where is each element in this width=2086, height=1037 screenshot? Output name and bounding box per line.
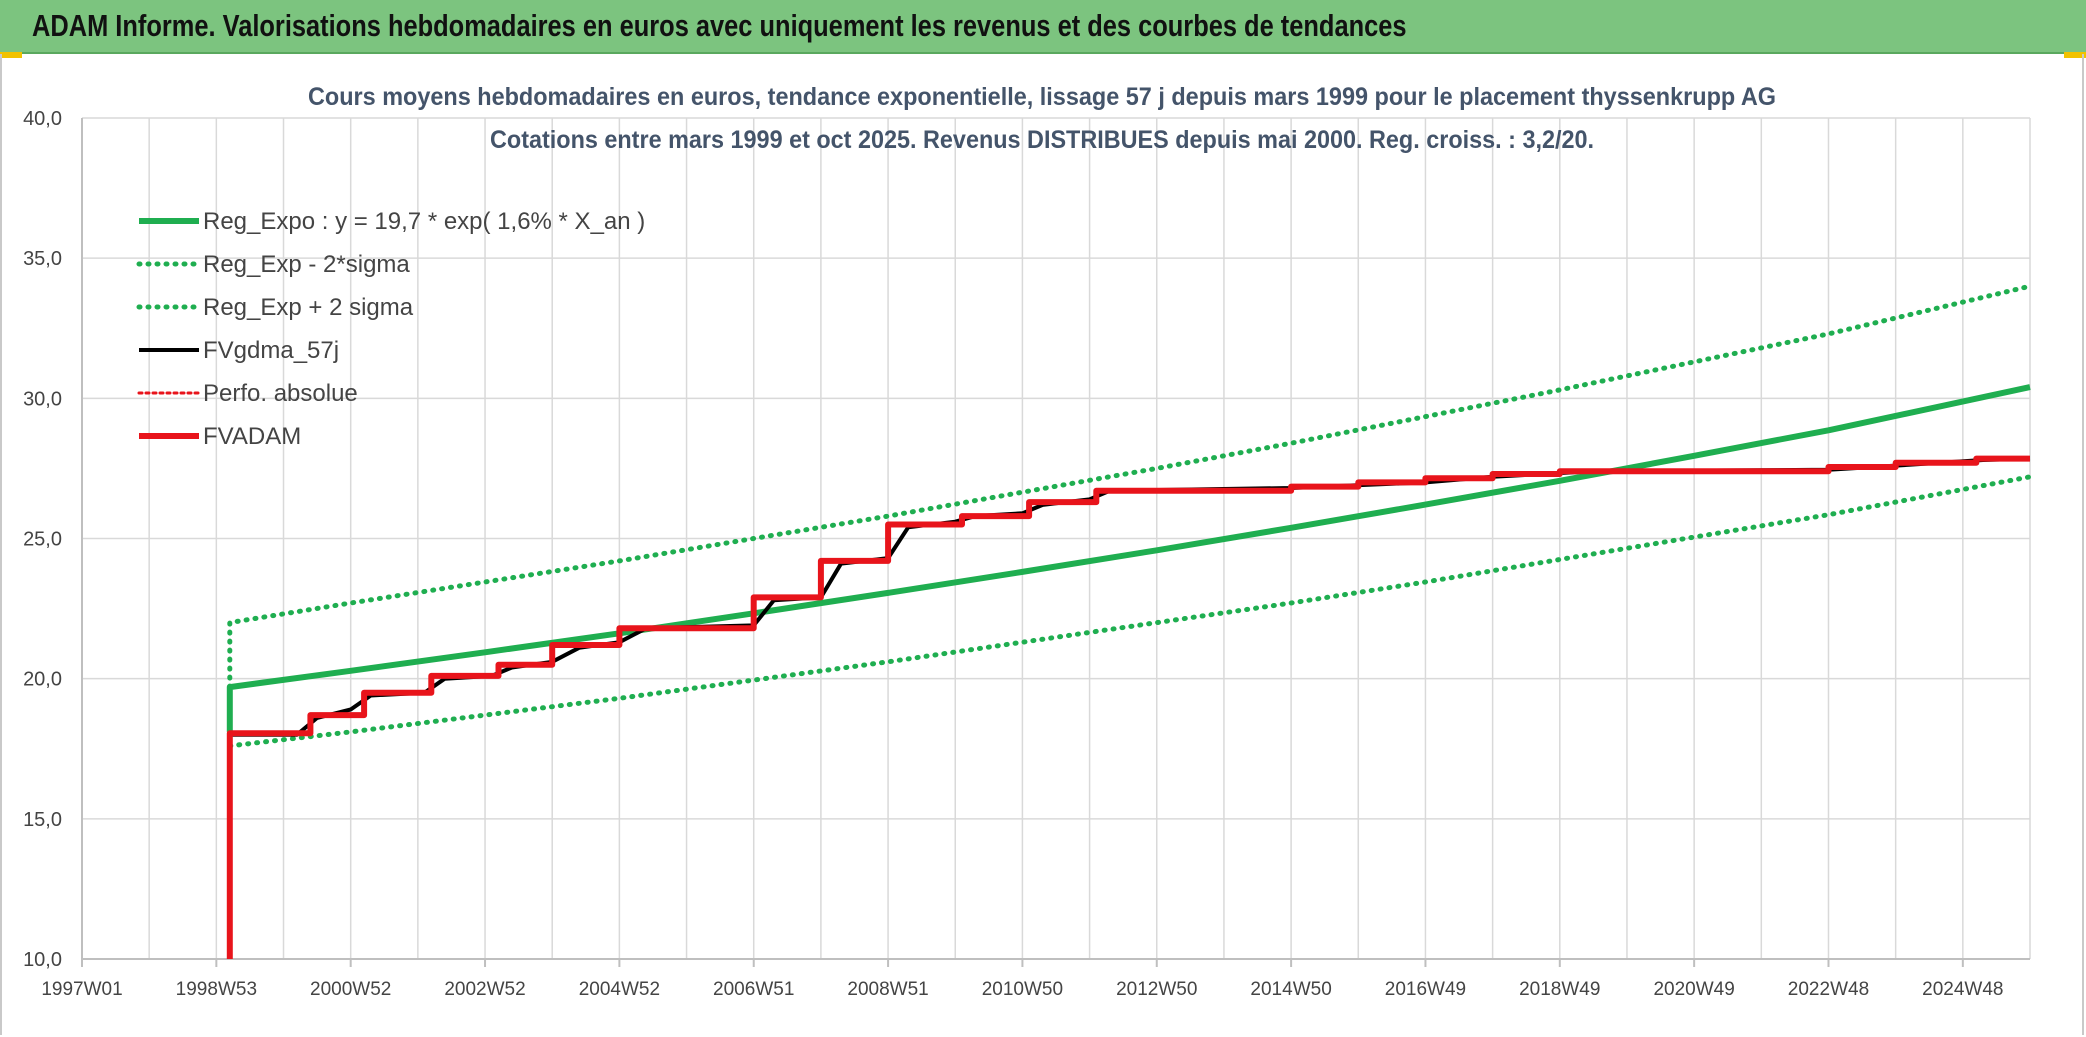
chart-title: Cours moyens hebdomadaires en euros, ten… bbox=[308, 83, 1776, 111]
series-line bbox=[226, 384, 2031, 732]
y-tick-label: 30,0 bbox=[23, 388, 62, 410]
x-tick-label: 2004W52 bbox=[579, 979, 660, 1000]
report-title: ADAM Informe. Valorisations hebdomadaire… bbox=[32, 8, 1407, 43]
x-tick-label: 2022W48 bbox=[1788, 979, 1869, 1000]
y-tick-label: 40,0 bbox=[23, 108, 62, 130]
x-tick-label: 2006W51 bbox=[713, 979, 794, 1000]
legend-label: FVADAM bbox=[203, 423, 301, 450]
x-tick-label: 2014W50 bbox=[1250, 979, 1331, 1000]
x-tick-label: 2016W49 bbox=[1385, 979, 1466, 1000]
x-tick-label: 1997W01 bbox=[41, 979, 122, 1000]
x-tick-label: 2000W52 bbox=[310, 979, 391, 1000]
x-tick-label: 1998W53 bbox=[176, 979, 257, 1000]
legend-label: Reg_Exp - 2*sigma bbox=[203, 251, 410, 278]
legend-label: FVgdma_57j bbox=[203, 337, 339, 364]
chart-subtitle: Cotations entre mars 1999 et oct 2025. R… bbox=[490, 126, 1594, 154]
series-layer bbox=[226, 283, 2033, 959]
x-tick-label: 2010W50 bbox=[982, 979, 1063, 1000]
y-tick-label: 10,0 bbox=[23, 949, 62, 971]
legend-label: Reg_Exp + 2 sigma bbox=[203, 294, 414, 321]
series-line bbox=[227, 474, 2033, 749]
legend: Reg_Expo : y = 19,7 * exp( 1,6% * X_an )… bbox=[136, 208, 645, 450]
y-tick-label: 25,0 bbox=[23, 529, 62, 551]
series-line bbox=[227, 283, 2033, 690]
axis-layer: 10,0 15,0 20,0 25,0 30,0 35,0 40,0 1997W01 1998W… bbox=[23, 108, 2030, 1000]
legend-label: Reg_Expo : y = 19,7 * exp( 1,6% * X_an ) bbox=[203, 208, 645, 235]
corner-mark-left bbox=[0, 52, 22, 58]
chart-frame: 10,0 15,0 20,0 25,0 30,0 35,0 40,0 1997W01 1998W… bbox=[0, 54, 2084, 1035]
legend-label: Perfo. absolue bbox=[203, 380, 358, 407]
y-tick-label: 15,0 bbox=[23, 809, 62, 831]
line-chart: 10,0 15,0 20,0 25,0 30,0 35,0 40,0 1997W01 1998W… bbox=[23, 83, 2033, 1000]
x-tick-label: 2024W48 bbox=[1922, 979, 2003, 1000]
corner-mark-right bbox=[2064, 52, 2086, 58]
y-tick-label: 20,0 bbox=[23, 669, 62, 691]
report-header: ADAM Informe. Valorisations hebdomadaire… bbox=[0, 0, 2086, 54]
x-tick-label: 2018W49 bbox=[1519, 979, 1600, 1000]
x-tick-label: 2002W52 bbox=[444, 979, 525, 1000]
series-line bbox=[226, 455, 2030, 959]
x-tick-label: 2012W50 bbox=[1116, 979, 1197, 1000]
grid-layer bbox=[81, 117, 2031, 960]
x-tick-label: 2020W49 bbox=[1653, 979, 1734, 1000]
y-tick-label: 35,0 bbox=[23, 248, 62, 270]
x-tick-label: 2008W51 bbox=[847, 979, 928, 1000]
